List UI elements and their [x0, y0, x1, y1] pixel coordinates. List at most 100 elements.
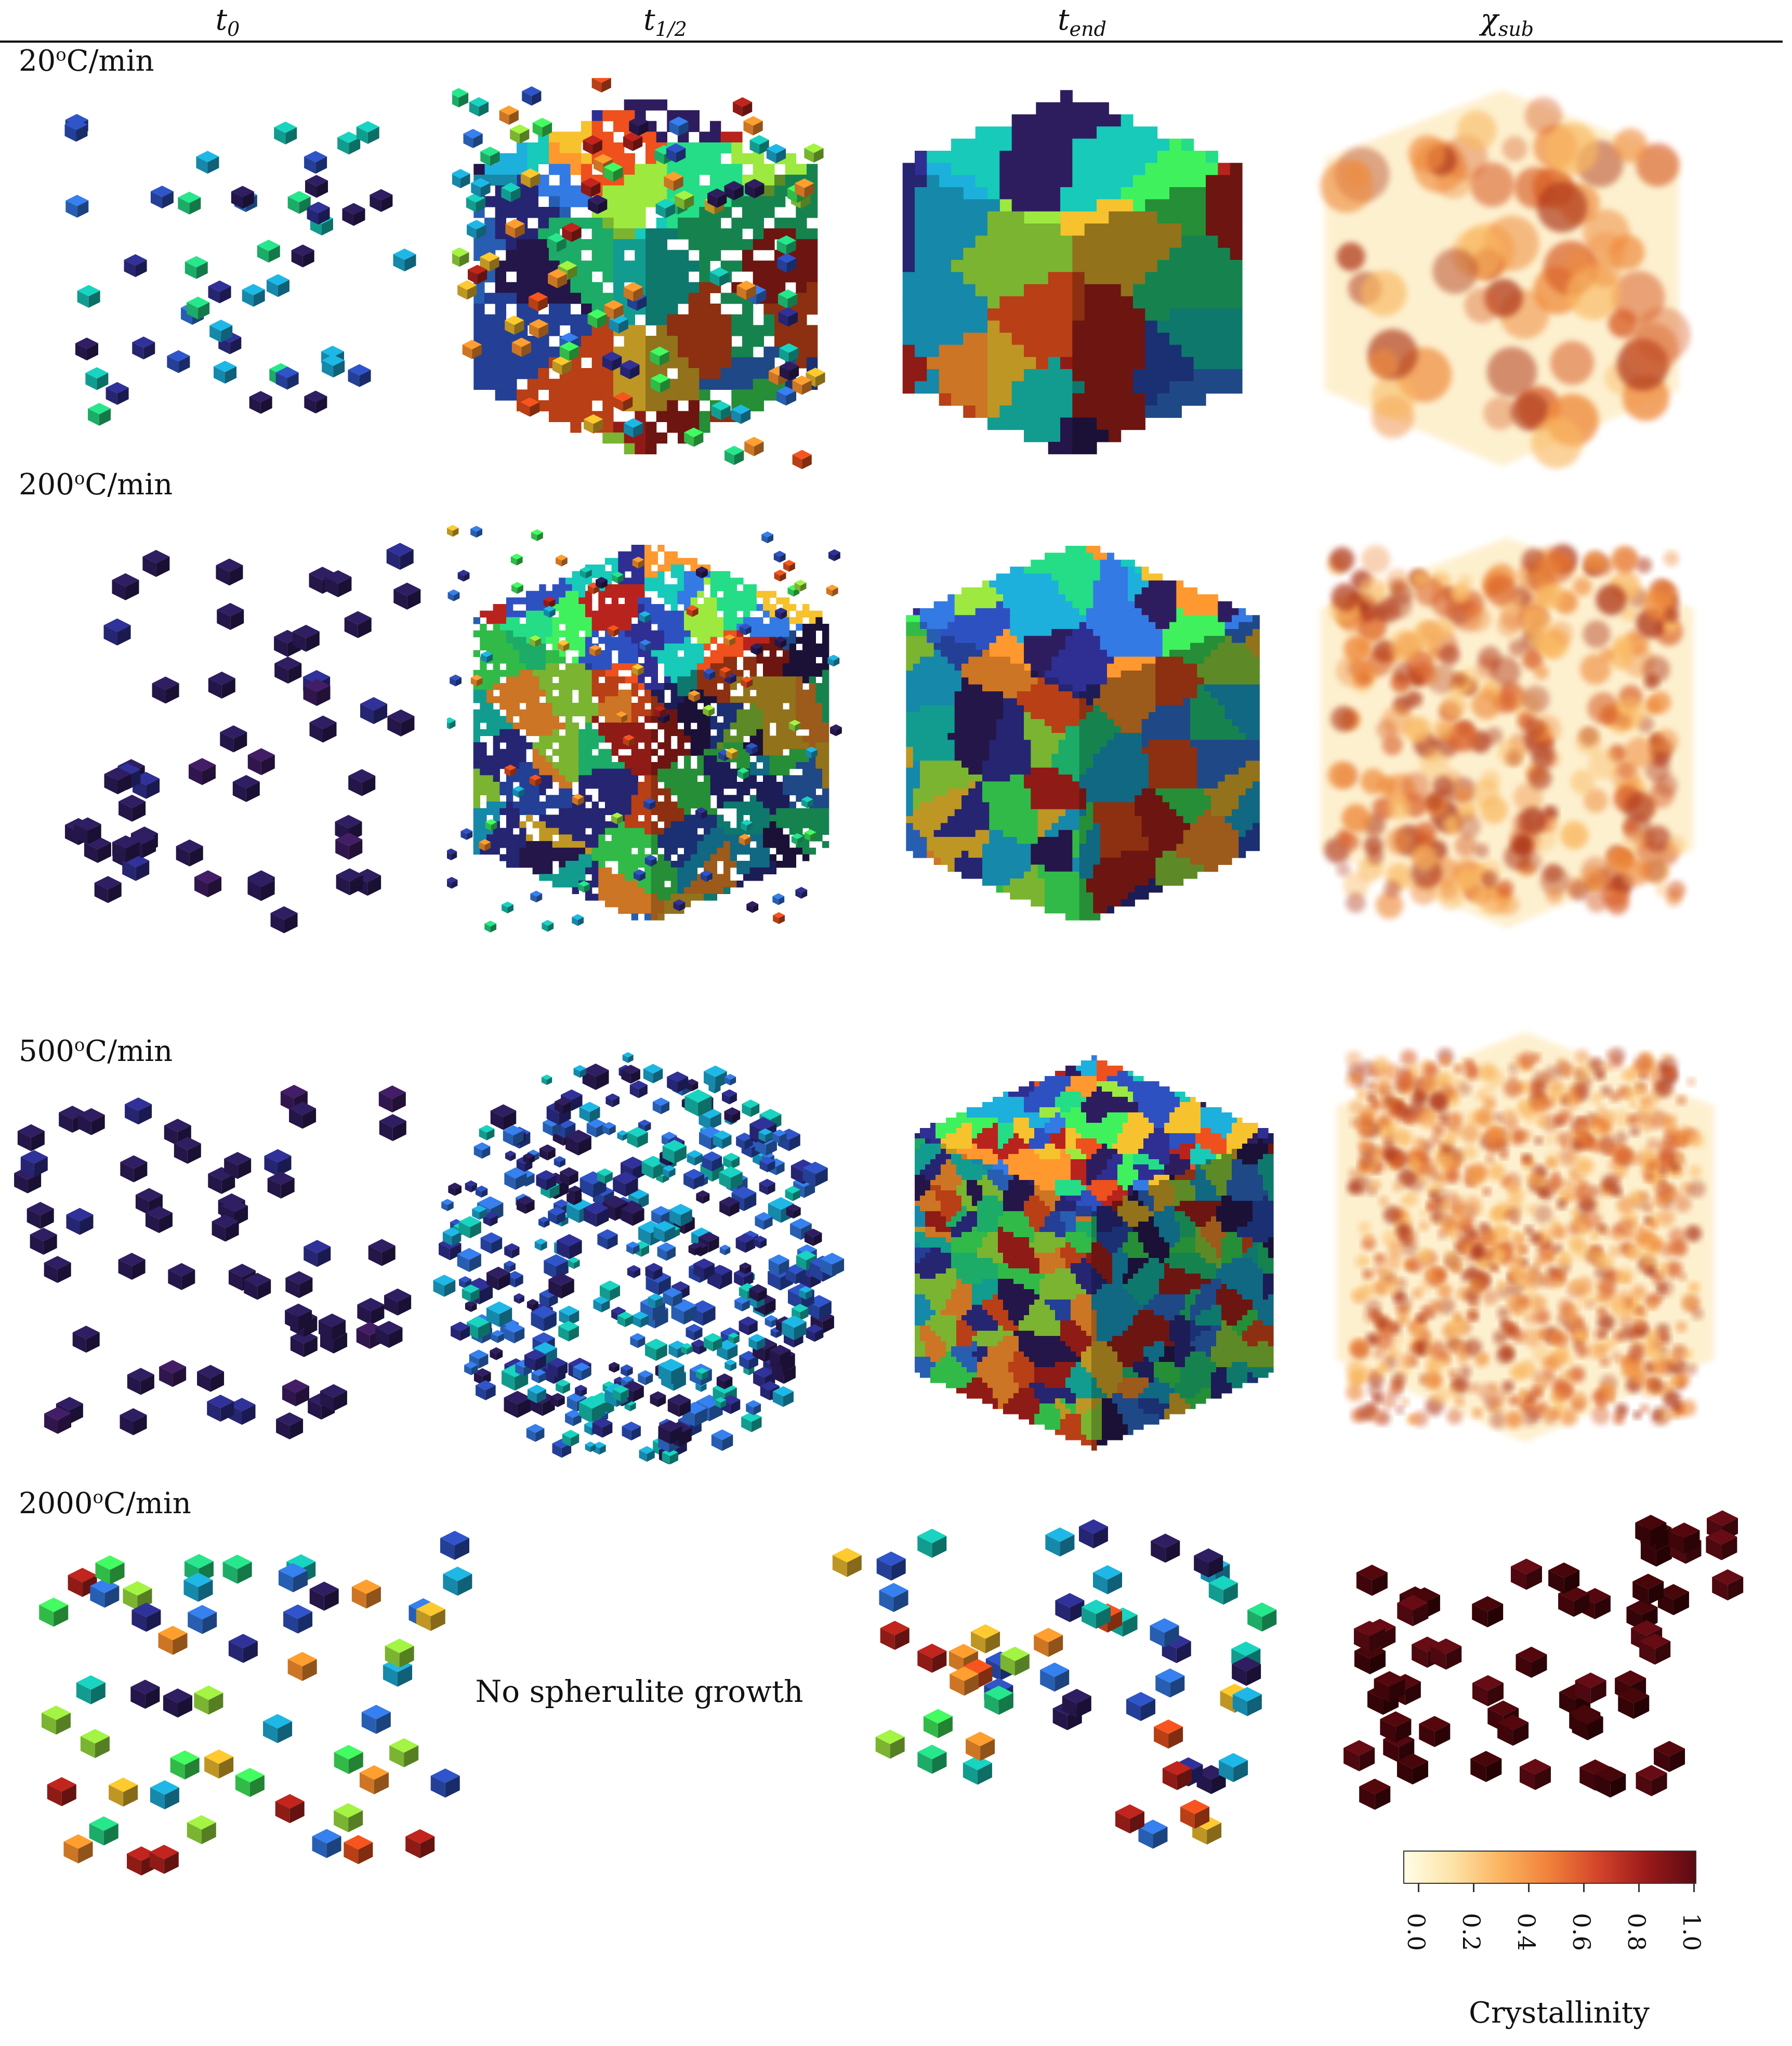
grain-cell — [723, 709, 731, 716]
grain-cell — [473, 802, 480, 809]
grain-cell — [1145, 357, 1158, 370]
voxel-right — [76, 124, 88, 142]
grain-cell — [684, 723, 691, 730]
grain-cell — [1086, 587, 1093, 595]
grain-cell — [546, 742, 553, 750]
grain-cell — [763, 828, 770, 835]
grain-cell — [963, 211, 976, 224]
voxel-left — [624, 423, 634, 438]
panel-20-tend — [878, 78, 1263, 473]
voxel-left — [639, 614, 645, 623]
grain-cell — [644, 834, 652, 842]
grain-cell — [783, 676, 790, 684]
grain-cell — [1157, 163, 1170, 176]
grain-cell — [526, 742, 533, 750]
grain-cell — [802, 689, 810, 697]
crystallinity-blob — [1369, 349, 1399, 378]
grain-cell — [591, 571, 599, 578]
voxel-right — [315, 396, 327, 414]
grain-cell — [605, 881, 612, 888]
grain-cell — [809, 775, 816, 782]
grain-cell — [939, 247, 952, 260]
nucleus-voxel — [178, 191, 201, 215]
voxel-right — [592, 140, 602, 155]
grain-cell — [1230, 163, 1243, 176]
grain-cell — [578, 676, 586, 684]
grain-cell — [678, 250, 689, 261]
voxel-top — [287, 191, 311, 203]
grain-cell — [645, 142, 657, 154]
grain-cell — [783, 597, 790, 605]
grain-cell — [538, 282, 549, 293]
grain-cell — [699, 282, 710, 293]
grain-cell — [473, 788, 480, 795]
grain-cell — [499, 689, 507, 697]
grain-cell — [704, 762, 711, 769]
voxel-right — [333, 360, 345, 378]
grain-cell — [815, 768, 823, 776]
voxel-right — [464, 572, 470, 582]
grain-cell — [651, 867, 658, 874]
grain-cell — [736, 723, 744, 730]
grain-cell — [670, 861, 678, 868]
grain-cell — [743, 755, 750, 763]
edge-voxel — [791, 833, 803, 845]
grain-cell — [822, 703, 829, 710]
grain-cell — [546, 821, 553, 829]
grain-cell — [1193, 296, 1206, 309]
grain-cell — [651, 808, 658, 815]
grain-cell — [539, 762, 546, 769]
voxel-right — [637, 296, 647, 311]
grain-cell — [585, 670, 592, 677]
grain-cell — [480, 703, 487, 710]
grain-cell — [822, 815, 829, 822]
grain-cell — [749, 867, 757, 874]
grain-cell — [549, 250, 560, 261]
grain-cell — [749, 854, 757, 861]
grain-cell — [723, 578, 731, 585]
grain-cell — [1109, 417, 1122, 430]
voxel-top — [511, 337, 532, 348]
grain-cell — [769, 821, 776, 829]
grain-cell — [578, 768, 586, 776]
grain-cell — [670, 604, 678, 611]
voxel-right — [586, 569, 592, 579]
grain-cell — [591, 815, 599, 822]
grain-cell — [644, 913, 652, 921]
voxel-top — [750, 643, 763, 649]
grain-cell — [1193, 369, 1206, 382]
crystallinity-blob — [1371, 374, 1416, 418]
edge-voxel — [479, 839, 491, 851]
grain-cell — [546, 716, 553, 723]
edge-voxel — [452, 88, 469, 108]
grain-cell — [822, 630, 829, 637]
grain-cell — [723, 768, 731, 776]
grain-cell — [1133, 345, 1145, 358]
grain-cell — [605, 591, 612, 598]
grain-cell — [651, 782, 658, 789]
grain-cell — [1169, 187, 1182, 200]
voxel-left — [629, 121, 639, 136]
grain-cell — [802, 663, 810, 671]
grain-cell — [657, 723, 665, 730]
grain-cell — [1128, 580, 1135, 588]
grain-cell — [613, 422, 625, 433]
voxel-left — [275, 372, 287, 390]
voxel-top — [542, 920, 554, 926]
grain-cell — [697, 630, 704, 637]
grain-cell — [756, 847, 763, 855]
grain-cell — [1031, 587, 1038, 595]
grain-cell — [915, 235, 927, 248]
voxel-left — [167, 356, 179, 373]
grain-cell — [670, 617, 678, 624]
grain-cell — [690, 815, 697, 822]
grain-cell — [664, 834, 671, 842]
voxel-right — [557, 238, 566, 253]
nucleus-voxel — [324, 570, 352, 597]
grain-cell — [473, 736, 480, 743]
grain-cell — [730, 834, 737, 842]
grain-cell — [1206, 320, 1218, 333]
grain-cell — [1093, 553, 1101, 560]
voxel-left — [291, 250, 303, 268]
nucleus-voxel — [152, 676, 179, 704]
